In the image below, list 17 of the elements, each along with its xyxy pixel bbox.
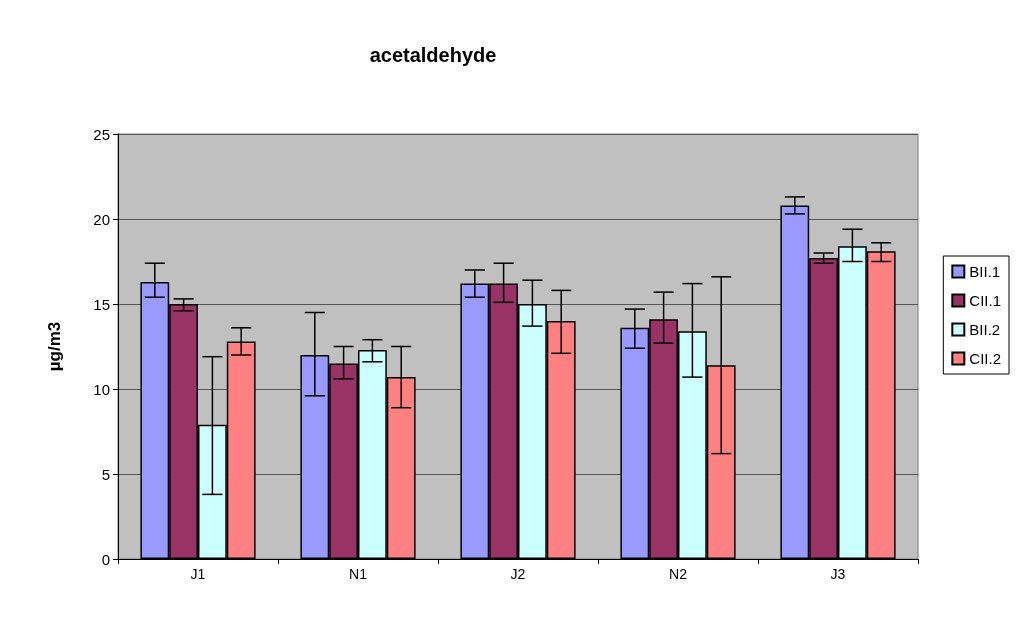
x-tick-label: N2 [669,566,688,582]
x-tick-label: J3 [830,566,846,582]
chart-title: acetaldehyde [369,44,497,66]
y-tick-label: 10 [93,380,110,398]
y-tick-label: 15 [93,295,110,313]
x-tick-label: J1 [190,566,206,582]
y-tick-label: 20 [93,210,110,228]
x-tick-label: N1 [349,566,368,582]
y-tick-label: 0 [101,550,110,568]
y-tick-label: 5 [101,465,110,483]
legend-label: BII.1 [969,263,1001,280]
y-tick-label: 25 [93,125,110,143]
legend-label: BII.2 [969,321,1001,338]
x-tick-label: J2 [510,566,526,582]
y-axis-title: µg/m3 [45,321,64,372]
legend-label: CII.2 [969,350,1002,367]
legend-label: CII.1 [969,292,1002,309]
